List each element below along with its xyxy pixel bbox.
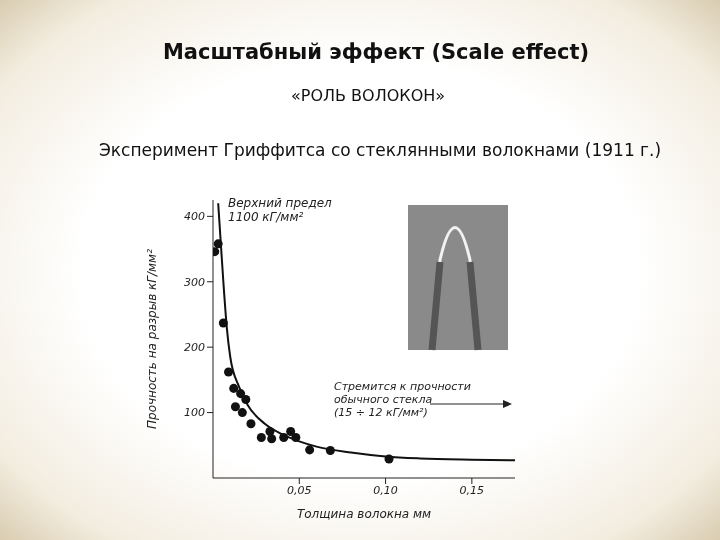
svg-text:0,15: 0,15 <box>460 484 485 497</box>
html-text:Стремится к прочности: Стремится к прочности <box>334 380 471 393</box>
html-text:(15 ÷ 12 кГ/мм²): (15 ÷ 12 кГ/мм²) <box>334 406 428 419</box>
html-text:Верхний предел: Верхний предел <box>228 196 332 210</box>
html-text:обычного стекла: обычного стекла <box>334 393 433 406</box>
html-text:1100 кГ/мм²: 1100 кГ/мм² <box>228 210 304 224</box>
svg-text:300: 300 <box>184 276 205 289</box>
svg-text:Прочность на разрыв кГ/мм²: Прочность на разрыв кГ/мм² <box>145 249 159 429</box>
html-text:Масштабный эффект (Scale effec: Масштабный эффект (Scale effect) <box>162 40 590 64</box>
svg-text:Толщина волокна мм: Толщина волокна мм <box>297 507 431 520</box>
svg-text:0,05: 0,05 <box>287 484 312 497</box>
svg-text:200: 200 <box>184 341 205 354</box>
svg-text:400: 400 <box>184 210 205 223</box>
html-text:«РОЛЬ ВОЛОКОН»: «РОЛЬ ВОЛОКОН» <box>291 86 445 105</box>
html-text:Эксперимент Гриффитса со стекл: Эксперимент Гриффитса со стеклянными вол… <box>98 140 662 160</box>
svg-text:100: 100 <box>184 406 205 419</box>
svg-text:0,10: 0,10 <box>373 484 398 497</box>
